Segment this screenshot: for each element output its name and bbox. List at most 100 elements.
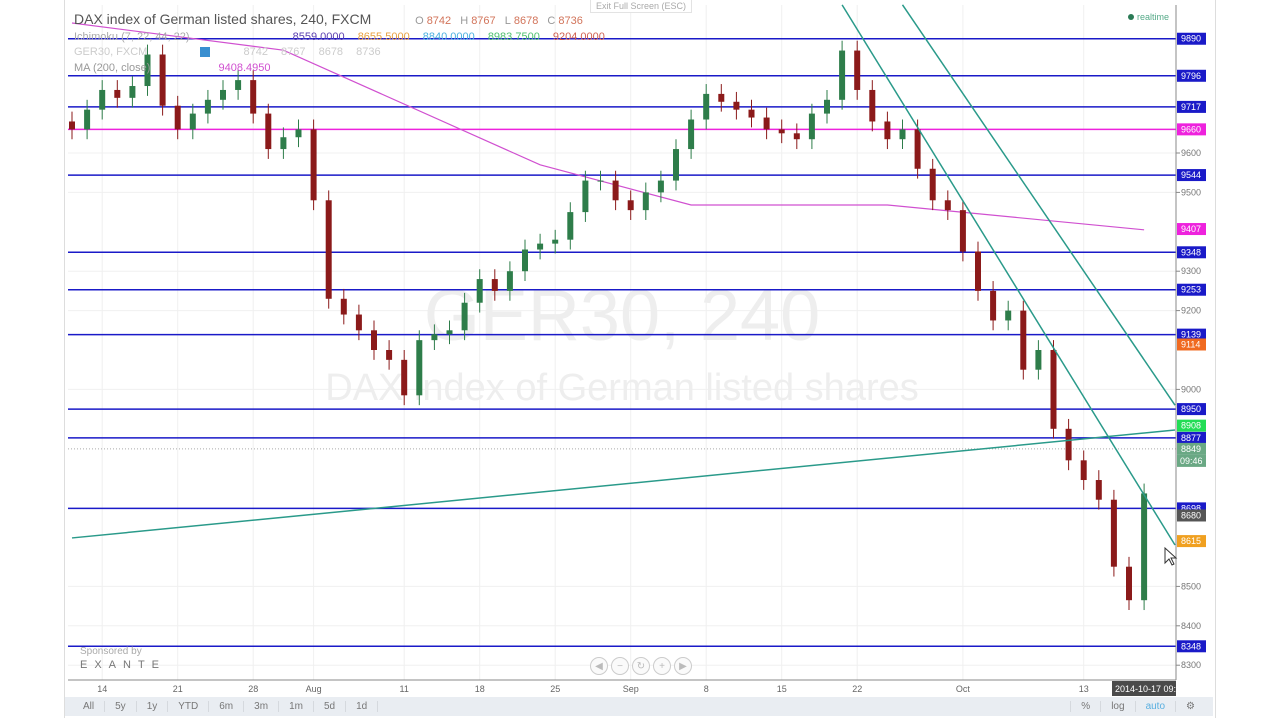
candle-body <box>824 99 830 114</box>
chart-title-bar: DAX index of German listed shares, 240, … <box>74 11 589 27</box>
gear-icon[interactable]: ⚙ <box>1175 701 1205 712</box>
price-tag-label: 9348 <box>1181 247 1201 257</box>
scroll-right-button[interactable]: ▶ <box>674 657 692 675</box>
range-all[interactable]: All <box>73 701 106 712</box>
price-tag-label: 8348 <box>1181 641 1201 651</box>
range-5d[interactable]: 5d <box>314 701 347 712</box>
price-tag <box>1177 283 1206 296</box>
range-ytd[interactable]: YTD <box>168 701 210 712</box>
candle-body <box>446 330 453 335</box>
candle-body <box>99 89 106 110</box>
candle-body <box>808 113 815 140</box>
ma-legend[interactable]: MA (200, close) 9408.4950 <box>74 62 270 74</box>
candle-body <box>416 340 423 396</box>
candle-body <box>159 54 166 106</box>
price-tag <box>1177 32 1206 45</box>
candle-body <box>929 168 936 201</box>
price-tag-label: 9660 <box>1181 124 1201 134</box>
candle-body <box>582 180 589 213</box>
price-tag-label: 9796 <box>1181 71 1201 81</box>
time-tick-label: 14 <box>97 684 107 694</box>
candle-body <box>673 149 679 181</box>
sponsor-logo: EXANTE <box>80 659 167 671</box>
candle-body <box>220 89 226 100</box>
time-tick-label: 11 <box>400 684 409 694</box>
time-axis[interactable]: 14 21 28 Aug 11 18 25 Sep 8 15 22 Oct 13 <box>97 684 1089 694</box>
eye-icon[interactable] <box>200 47 211 58</box>
ichimoku-legend[interactable]: Ichimoku (7, 22, 44, 22) 8559.0000 8655.… <box>74 31 605 43</box>
candle-body <box>537 243 544 250</box>
symbol-value: 8736 <box>356 46 381 58</box>
candle-body <box>1141 493 1148 601</box>
price-tick-label: 9000 <box>1181 384 1201 394</box>
price-tick-label: 9500 <box>1181 187 1201 197</box>
price-tag <box>1177 69 1206 82</box>
candle-body <box>69 121 75 130</box>
log-scale-button[interactable]: log <box>1100 701 1134 712</box>
close-label: C <box>547 15 556 27</box>
bottom-toolbar: All 5y 1y YTD 6m 3m 1m 5d 1d % log auto … <box>65 697 1213 716</box>
candle-body <box>280 137 287 150</box>
auto-scale-button[interactable]: auto <box>1134 701 1175 712</box>
candle-body <box>959 210 966 252</box>
trendlines[interactable] <box>71 4 1176 546</box>
candle-body <box>491 279 498 291</box>
price-tag <box>1177 509 1206 522</box>
ichimoku-value: 9204.0000 <box>552 31 605 43</box>
chart-nav-buttons: ◀ − ↻ + ▶ <box>590 657 692 675</box>
candle-body <box>144 54 151 87</box>
candle-body <box>718 93 725 102</box>
time-tick-label: 28 <box>248 684 258 694</box>
range-6m[interactable]: 6m <box>209 701 245 712</box>
close-value: 8736 <box>558 15 583 27</box>
candle-body <box>189 113 196 130</box>
price-axis[interactable]: 9600 9500 9300 9200 9000 8500 8400 8300 9890 9796… <box>1176 32 1206 670</box>
horizontal-lines[interactable] <box>68 37 1176 648</box>
price-tag-label: 9407 <box>1181 224 1201 234</box>
candle-body <box>461 302 468 331</box>
high-label: H <box>460 15 469 27</box>
price-tag-label: 9139 <box>1181 330 1201 340</box>
price-tag <box>1177 246 1206 259</box>
candle-body <box>1126 566 1132 601</box>
price-tag <box>1177 442 1206 455</box>
symbol-legend[interactable]: GER30, FXCM 8742 8767 8678 8736 <box>74 46 381 58</box>
price-tag-label: 8877 <box>1181 433 1201 443</box>
candle-body <box>597 180 604 182</box>
percent-scale-button[interactable]: % <box>1070 701 1100 712</box>
candle-body <box>506 271 513 291</box>
range-1m[interactable]: 1m <box>279 701 314 712</box>
range-selector: All 5y 1y YTD 6m 3m 1m 5d 1d <box>73 701 379 712</box>
symbol-value: 8742 <box>243 46 268 58</box>
candle-body <box>250 80 257 114</box>
zoom-in-button[interactable]: + <box>653 657 671 675</box>
sponsor[interactable]: Sponsored by EXANTE <box>80 646 166 671</box>
candle-body <box>763 117 770 130</box>
cursor-time-tag: 2014-10-17 09: <box>1112 681 1176 696</box>
candle-body <box>386 350 393 360</box>
range-1y[interactable]: 1y <box>137 701 169 712</box>
reset-button[interactable]: ↻ <box>632 657 650 675</box>
range-5y[interactable]: 5y <box>105 701 137 712</box>
zoom-out-button[interactable]: − <box>611 657 629 675</box>
trendline <box>901 4 1176 406</box>
price-tag <box>1177 403 1206 416</box>
candle-body <box>1080 460 1087 481</box>
candle-body <box>1050 350 1057 429</box>
candle-body <box>567 212 574 240</box>
range-3m[interactable]: 3m <box>244 701 280 712</box>
price-tick-label: 8400 <box>1181 621 1201 631</box>
candle-body <box>1095 480 1102 500</box>
candle-body <box>869 89 876 122</box>
exit-fullscreen-button[interactable]: Exit Full Screen (ESC) <box>590 0 693 13</box>
range-1d[interactable]: 1d <box>346 701 379 712</box>
price-tag <box>1177 169 1206 182</box>
trendline <box>841 4 1176 546</box>
chart-title[interactable]: DAX index of German listed shares, 240, … <box>74 11 372 27</box>
scroll-left-button[interactable]: ◀ <box>590 657 608 675</box>
candle-body <box>174 105 181 130</box>
symbol-value: 8678 <box>318 46 344 58</box>
candle-body <box>310 129 317 201</box>
price-tag-label: 9890 <box>1181 34 1201 44</box>
